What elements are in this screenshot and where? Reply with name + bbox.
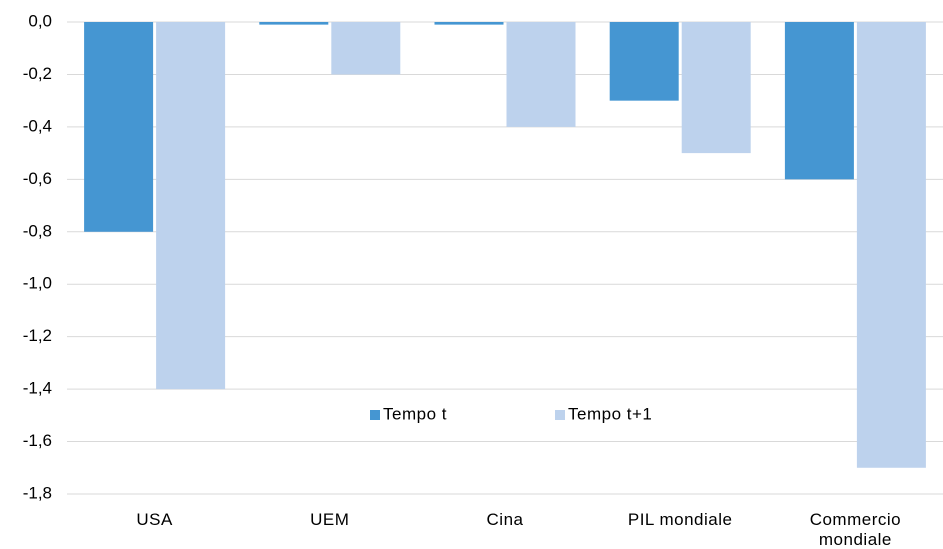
bar bbox=[84, 22, 154, 232]
bar bbox=[259, 22, 329, 25]
y-tick-label: -1,0 bbox=[23, 274, 52, 293]
x-tick-label: Cina bbox=[486, 510, 524, 529]
bar bbox=[506, 22, 576, 127]
y-tick-label: -0,2 bbox=[23, 64, 52, 83]
legend-swatch bbox=[555, 410, 565, 420]
y-tick-label: -1,6 bbox=[23, 431, 52, 450]
bar bbox=[434, 22, 504, 25]
y-tick-label: -0,6 bbox=[23, 169, 52, 188]
bar bbox=[784, 22, 854, 180]
legend-label: Tempo t bbox=[383, 404, 447, 423]
legend-label: Tempo t+1 bbox=[568, 404, 652, 423]
x-tick-label: PIL mondiale bbox=[627, 510, 733, 529]
y-tick-label: -1,8 bbox=[23, 483, 52, 502]
bar bbox=[609, 22, 679, 101]
bar bbox=[331, 22, 401, 75]
bar bbox=[156, 22, 226, 390]
bar bbox=[856, 22, 926, 468]
legend-swatch bbox=[370, 410, 380, 420]
x-tick-label: USA bbox=[136, 510, 173, 529]
x-tick-label: Commercio mondiale bbox=[809, 510, 902, 549]
y-tick-label: -0,4 bbox=[23, 116, 52, 135]
y-tick-label: -1,2 bbox=[23, 326, 52, 345]
y-tick-label: -0,8 bbox=[23, 221, 52, 240]
y-tick-label: 0,0 bbox=[28, 11, 52, 30]
y-tick-label: -1,4 bbox=[23, 379, 52, 398]
x-tick-label: UEM bbox=[310, 510, 350, 529]
bar bbox=[681, 22, 751, 154]
